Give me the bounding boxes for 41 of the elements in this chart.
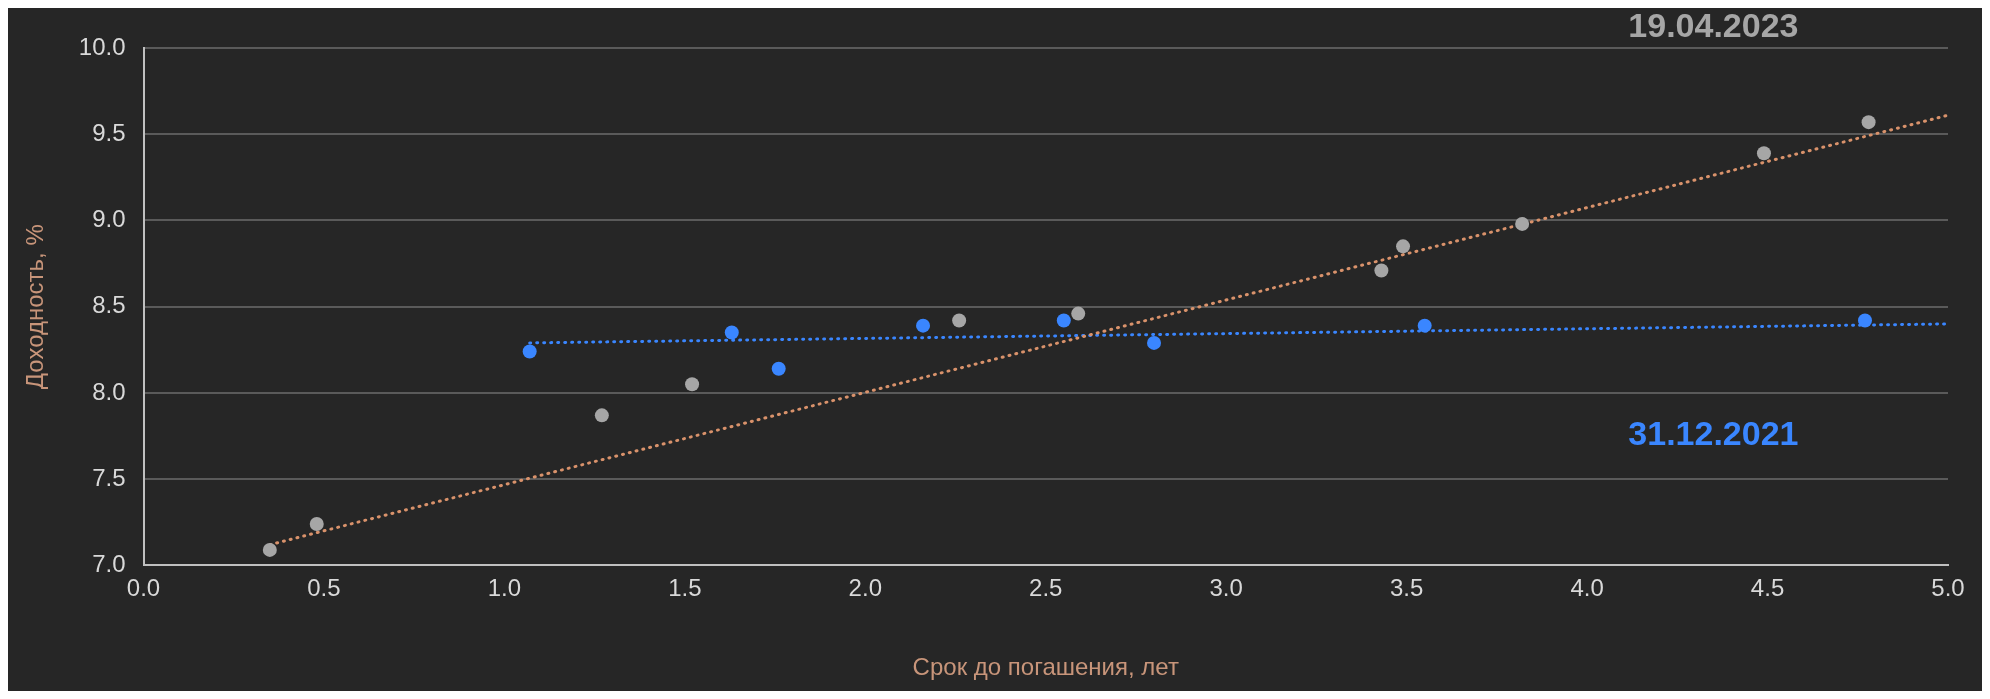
point (1056, 313, 1071, 328)
y-tick-label: 7.0 (92, 550, 126, 578)
x-tick-label: 4.5 (1750, 574, 1785, 602)
x-tick-label: 3.5 (1389, 574, 1424, 602)
x-tick-label: 1.0 (487, 574, 522, 602)
point (1861, 115, 1876, 130)
point (1515, 216, 1530, 231)
point (1857, 313, 1872, 328)
x-axis-title: Срок до погашения, лет (912, 653, 1179, 681)
point (916, 318, 931, 333)
point (952, 313, 967, 328)
point (1147, 335, 1162, 350)
point (522, 344, 537, 359)
y-tick-label: 7.5 (92, 463, 126, 491)
text: 31.12.2021 (1628, 414, 1799, 453)
y-tick-label: 9.0 (92, 205, 126, 233)
point (1396, 239, 1411, 254)
x-tick-label: 2.5 (1029, 574, 1063, 602)
x-tick-label: 0.0 (126, 574, 161, 602)
x-tick-label: 1.5 (668, 574, 702, 602)
x-tick-label: 0.5 (307, 574, 341, 602)
point (724, 325, 739, 340)
point (262, 542, 277, 557)
point (1417, 318, 1432, 333)
x-tick-label: 4.0 (1570, 574, 1604, 602)
point (309, 517, 324, 532)
y-tick-label: 8.0 (92, 377, 126, 405)
x-tick-label: 5.0 (1931, 574, 1965, 602)
point (1756, 146, 1771, 161)
point (1374, 263, 1389, 278)
point (1071, 306, 1086, 321)
x-tick-label: 3.0 (1209, 574, 1243, 602)
point (771, 361, 786, 376)
y-axis-title: Доходность, % (21, 224, 49, 390)
y-tick-label: 10.0 (78, 32, 126, 60)
x-tick-label: 2.0 (848, 574, 882, 602)
text: 19.04.2023 (1628, 5, 1799, 44)
y-tick-label: 8.5 (92, 291, 126, 319)
point (594, 408, 609, 423)
y-tick-label: 9.5 (92, 118, 126, 146)
point (685, 377, 700, 392)
